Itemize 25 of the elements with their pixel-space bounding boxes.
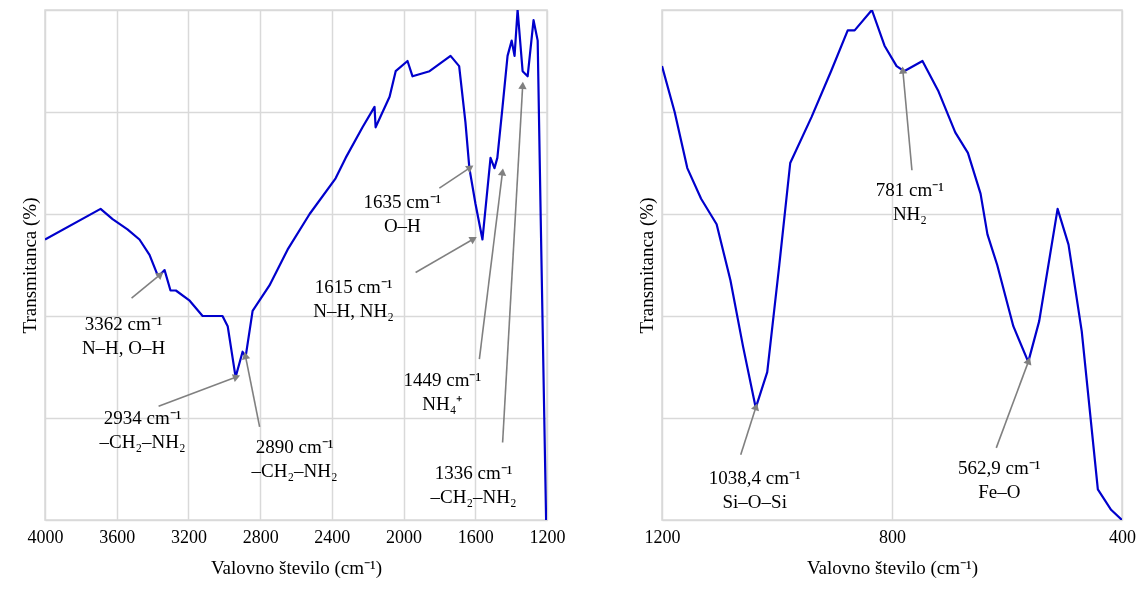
annotation: 562,9 cm⁻¹ Fe–O	[958, 456, 1041, 502]
x-tick-label: 2800	[242, 526, 279, 547]
x-axis-title: Valovno število (cm⁻¹)	[210, 556, 383, 579]
x-tick-label: 1200	[644, 526, 681, 547]
x-axis-title: Valovno število (cm⁻¹)	[806, 556, 979, 579]
annotation: 1336 cm⁻¹ –CH₂–NH₂	[429, 461, 517, 507]
y-axis-title: Transmitanca (%)	[635, 197, 658, 334]
annotation: 781 cm⁻¹ NH₂	[875, 179, 945, 225]
annotation: 3362 cm⁻¹ N–H, O–H	[81, 313, 166, 359]
x-tick-label: 3600	[99, 526, 136, 547]
x-tick-label: 2000	[386, 526, 423, 547]
x-tick-label: 800	[879, 526, 906, 547]
x-tick-label: 4000	[27, 526, 64, 547]
x-tick-label: 2400	[314, 526, 351, 547]
annotation: 1038,4 cm⁻¹ Si–O–Si	[708, 466, 801, 512]
annotation: 1635 cm⁻¹ O–H	[363, 191, 442, 237]
annotation: 1615 cm⁻¹ N–H, NH₂	[313, 275, 394, 321]
y-axis-title: Transmitanca (%)	[18, 197, 41, 334]
x-tick-label: 3200	[170, 526, 207, 547]
x-tick-label: 1600	[457, 526, 494, 547]
x-tick-label: 1200	[529, 526, 566, 547]
annotation: 2890 cm⁻¹ –CH₂–NH₂	[250, 435, 338, 481]
annotation: 1449 cm⁻¹ NH₄⁺	[403, 369, 482, 415]
x-tick-label: 400	[1109, 526, 1136, 547]
annotation: 2934 cm⁻¹ –CH₂–NH₂	[98, 407, 186, 453]
